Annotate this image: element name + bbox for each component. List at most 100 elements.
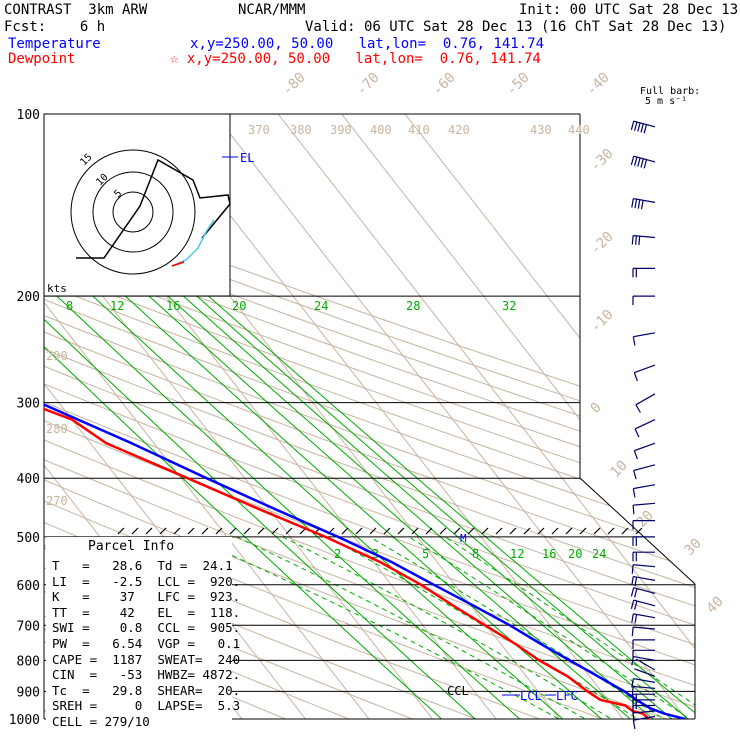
hatch-mark [215, 527, 223, 535]
dry-adiabat [44, 126, 695, 719]
hatch-mark [173, 527, 181, 535]
hatch-mark [257, 527, 265, 535]
mixing-ratio-line [117, 289, 617, 719]
wind-barb [632, 520, 655, 530]
mixing-ratio-label: 28 [406, 299, 420, 313]
theta-label: 420 [448, 123, 470, 137]
isotherm-label: -20 [588, 229, 617, 258]
hatch-mark [621, 527, 629, 535]
dry-adiabat [44, 126, 695, 719]
el-marker: EL [240, 151, 254, 165]
hatch-mark [467, 527, 475, 535]
isotherm-label: -10 [588, 307, 617, 336]
hatch-mark [607, 527, 615, 535]
hatch-mark [565, 527, 573, 535]
dry-adiabat [44, 126, 695, 719]
wind-barb [635, 658, 656, 671]
lcl-marker: LCL [520, 689, 542, 703]
mixing-ratio-line [200, 289, 695, 719]
hatch-mark [229, 527, 237, 535]
temperature-location: x,y=250.00, 50.00 lat,lon= 0.76, 141.74 [190, 36, 545, 52]
hodograph-kts-label: kts [47, 282, 67, 295]
right-diagonal [579, 477, 696, 585]
dry-adiabat [44, 126, 382, 719]
hatch-mark [509, 527, 517, 535]
wind-barb [632, 484, 656, 498]
hatch-mark [537, 527, 545, 535]
mixing-ratio-label: 20 [568, 547, 582, 561]
theta-label: 370 [248, 123, 270, 137]
hatch-mark [635, 527, 643, 535]
isotherm-label: 40 [704, 594, 727, 617]
temperature-trace [44, 114, 686, 719]
isotherm-label: -40 [584, 70, 613, 99]
hatch-mark [117, 527, 125, 535]
theta-label: 400 [370, 123, 392, 137]
moist-adiabat [282, 536, 634, 719]
hatch-mark [411, 527, 419, 535]
hatch-mark [131, 527, 139, 535]
mixing-ratio-line [141, 289, 646, 719]
dry-adiabat [44, 126, 695, 719]
mixing-ratio-label: 24 [592, 547, 606, 561]
m-marker: M [460, 532, 467, 545]
pressure-label: 100 [17, 108, 40, 123]
parcel-info-row: PW = 6.54 VGP = 0.1 [52, 636, 241, 651]
valid-time: Valid: 06 UTC Sat 28 Dec 13 (16 ChT Sat … [305, 19, 727, 35]
isotherm-line [394, 114, 695, 719]
parcel-info-row: LI = -2.5 LCL = 920. [52, 573, 241, 589]
isotherm-label: 10 [608, 458, 631, 481]
parcel-info-row: TT = 42 EL = 118. [52, 604, 241, 620]
wind-barb [630, 120, 656, 134]
mixing-ratio-label: 16 [542, 547, 556, 561]
isotherm-label: 20 [634, 508, 657, 531]
dry-adiabat [44, 126, 695, 719]
pressure-label: 500 [17, 531, 40, 546]
parcel-info-row: Tc = 29.8 SHEAR= 20. [52, 682, 241, 698]
mixing-ratio-line [188, 289, 695, 719]
hodograph-ring [92, 171, 174, 253]
dry-adiabat [44, 126, 695, 719]
hatch-mark [579, 527, 587, 535]
wind-barb [635, 393, 656, 413]
hodograph-ring [70, 149, 196, 275]
hatch-mark [383, 527, 391, 535]
hatch-mark [495, 527, 503, 535]
dry-adiabat [44, 126, 695, 719]
dry-adiabat [44, 126, 695, 719]
wind-barb [633, 464, 656, 480]
wind-barb [634, 668, 656, 677]
parcel-info-row: CELL = 279/10 [52, 714, 150, 729]
mixing-ratio-label: 12 [510, 547, 524, 561]
init-time: Init: 00 UTC Sat 28 Dec 13 [519, 2, 739, 18]
hodograph-trace-low [171, 219, 215, 267]
dry-adiabat [44, 126, 695, 719]
hatch-mark [439, 527, 447, 535]
dry-adiabat [44, 126, 695, 719]
barb-legend-line2: 5 m s⁻¹ [645, 96, 688, 107]
center-title: NCAR/MMM [238, 2, 306, 18]
hatch-mark [397, 527, 405, 535]
pressure-label: 700 [17, 619, 40, 634]
wind-barb [633, 364, 656, 382]
theta-label: 410 [408, 123, 430, 137]
wind-barb [634, 419, 656, 438]
wind-barb [632, 649, 655, 660]
theta-label: 430 [530, 123, 552, 137]
mixing-ratio-label: 20 [232, 299, 246, 313]
theta-label: 270 [46, 494, 68, 508]
dewpoint-trace [44, 114, 650, 719]
theta-label: 290 [46, 349, 68, 363]
hatch-mark [369, 527, 377, 535]
hatch-mark [187, 527, 195, 535]
wind-barb [632, 536, 655, 546]
mixing-ratio-line [49, 289, 535, 719]
dewpoint-location: ☆ x,y=250.00, 50.00 lat,lon= 0.76, 141.7… [170, 51, 541, 67]
mixing-ratio-line [160, 289, 669, 719]
wind-barb [630, 599, 656, 610]
hatch-mark [425, 527, 433, 535]
isotherm-line [267, 114, 695, 719]
mixing-ratio-line [175, 289, 688, 719]
dry-adiabat [44, 126, 695, 719]
mixing-ratio-line [44, 289, 456, 719]
